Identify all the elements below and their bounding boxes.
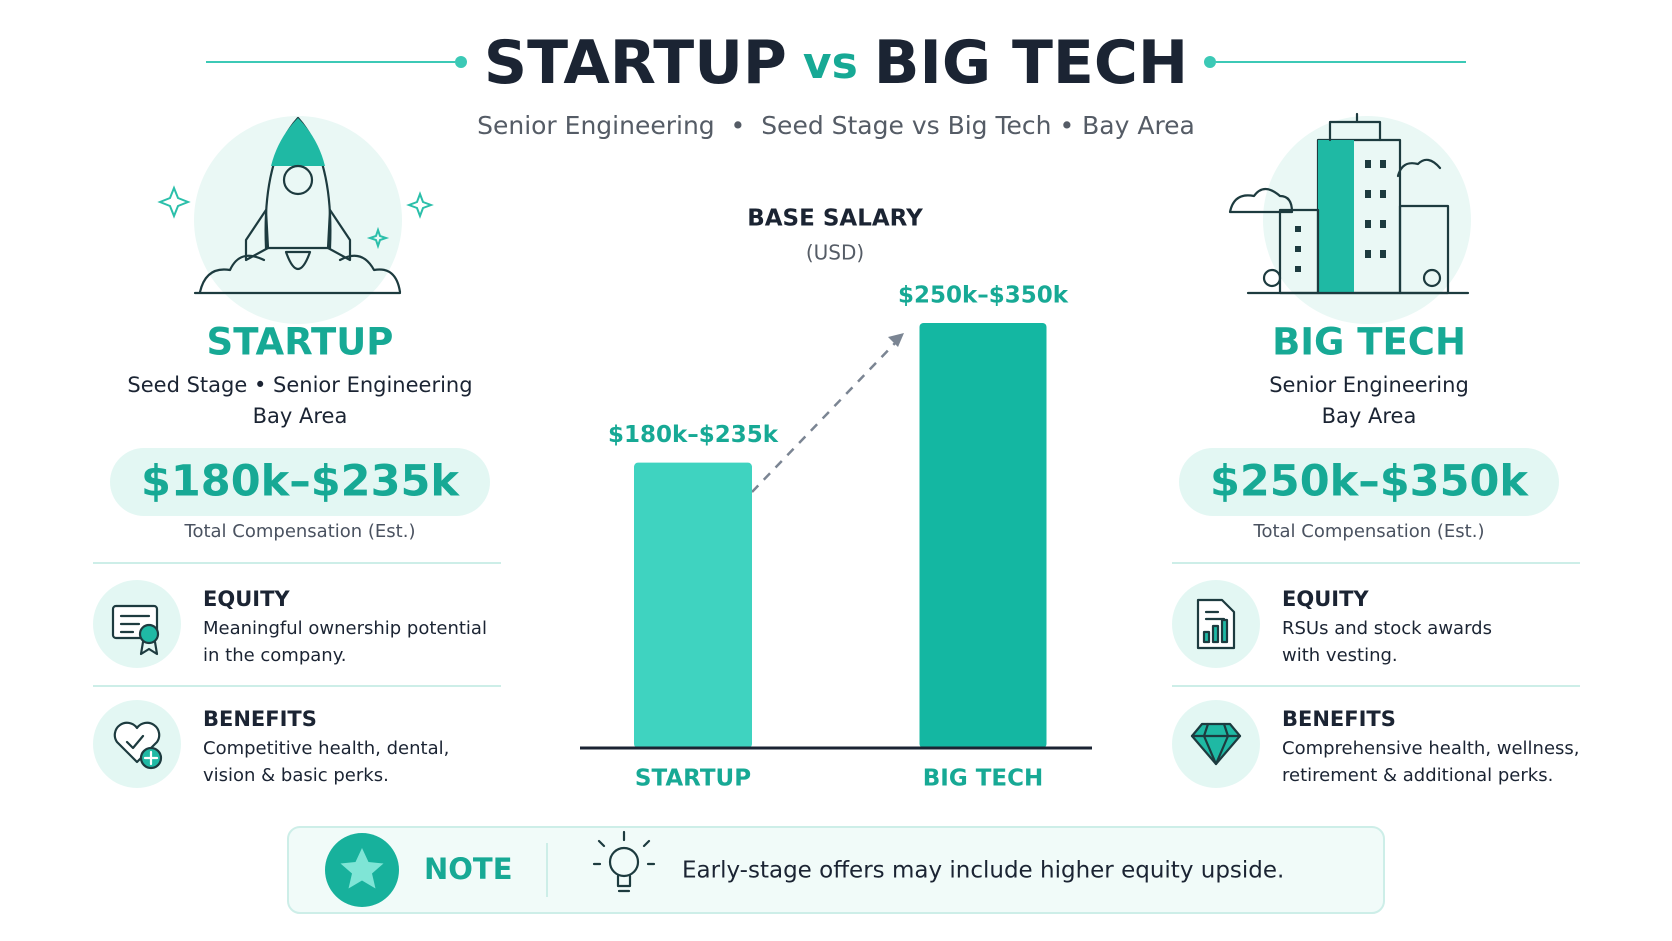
title: STARTUP vs BIG TECH — [484, 28, 1188, 98]
item-title: EQUITY — [1282, 587, 1369, 611]
icon-shape — [125, 734, 145, 750]
subtitle: Senior Engineering • Seed Stage vs Big T… — [477, 111, 1195, 140]
note-label: NOTE — [424, 852, 513, 886]
item-line: in the company. — [203, 645, 347, 666]
item-line: with vesting. — [1282, 645, 1398, 666]
item-title: EQUITY — [203, 587, 290, 611]
panel-line: Bay Area — [253, 404, 348, 428]
bulb-icon — [592, 830, 656, 893]
item-icon — [113, 721, 163, 770]
panel: STARTUP Seed Stage • Senior Engineering Ba… — [93, 321, 501, 788]
building-illustration — [1228, 112, 1471, 324]
item-line: vision & basic perks. — [203, 765, 389, 786]
item-icon — [1196, 598, 1236, 650]
compensation-pill — [1179, 448, 1559, 516]
x-tick-label: STARTUP — [635, 766, 751, 792]
header-dot — [455, 56, 467, 68]
panels: STARTUP Seed Stage • Senior Engineering Ba… — [93, 321, 1580, 788]
panel-title: STARTUP — [207, 321, 394, 364]
item-line: RSUs and stock awards — [1282, 618, 1492, 639]
rocket-illustration — [157, 116, 434, 324]
item-line: retirement & additional perks. — [1282, 765, 1553, 786]
item-line: Meaningful ownership potential — [203, 618, 487, 639]
x-tick-label: BIG TECH — [923, 766, 1044, 792]
compensation-pill — [110, 448, 490, 516]
panel: BIG TECH Senior Engineering Bay Area $250k–… — [1172, 321, 1580, 788]
icon-shape — [138, 623, 160, 645]
panel-title: BIG TECH — [1272, 321, 1466, 364]
icon-shape — [139, 640, 159, 656]
item-title: BENEFITS — [1282, 707, 1396, 731]
item-title: BENEFITS — [203, 707, 317, 731]
bar — [634, 462, 752, 748]
value-label: $180k–$235k — [608, 422, 779, 448]
compensation: $180k–$235k — [141, 457, 460, 507]
compensation-note: Total Compensation (Est.) — [184, 521, 416, 542]
icon-shape — [1220, 618, 1229, 644]
icon-shape — [1202, 630, 1211, 644]
bar-chart: BASE SALARY (USD) $180k–$235k STARTUP $250… — [580, 206, 1092, 792]
value-label: $250k–$350k — [898, 283, 1069, 309]
item-line: Competitive health, dental, — [203, 738, 449, 759]
panel-line: Seed Stage • Senior Engineering — [127, 373, 472, 397]
icon-shape — [119, 614, 151, 634]
title-vs: vs — [803, 38, 858, 89]
title-left: STARTUP — [484, 28, 787, 98]
chart-title: BASE SALARY — [747, 206, 923, 232]
icon-shape — [143, 750, 159, 766]
icon-shape — [1190, 722, 1242, 766]
title-right: BIG TECH — [874, 28, 1188, 98]
item-line: Comprehensive health, wellness, — [1282, 738, 1580, 759]
compensation-note: Total Compensation (Est.) — [1253, 521, 1485, 542]
trend-arrow — [751, 339, 899, 493]
trend-arrow-head — [888, 333, 904, 347]
note-star — [340, 848, 384, 889]
compensation: $250k–$350k — [1210, 457, 1529, 507]
icon-shape — [1211, 624, 1220, 644]
note-background — [287, 826, 1385, 914]
panel-line: Bay Area — [1322, 404, 1417, 428]
item-icon — [1190, 722, 1242, 766]
icon-shape — [1204, 610, 1226, 621]
item-icon — [111, 604, 160, 656]
header-dot — [1204, 56, 1216, 68]
panel-line: Senior Engineering — [1269, 373, 1469, 397]
note-box: NOTE Early-stage offers may include high… — [287, 826, 1385, 914]
bar — [919, 323, 1047, 748]
chart-subtitle: (USD) — [806, 241, 864, 265]
note-text: Early-stage offers may include higher eq… — [682, 858, 1284, 884]
